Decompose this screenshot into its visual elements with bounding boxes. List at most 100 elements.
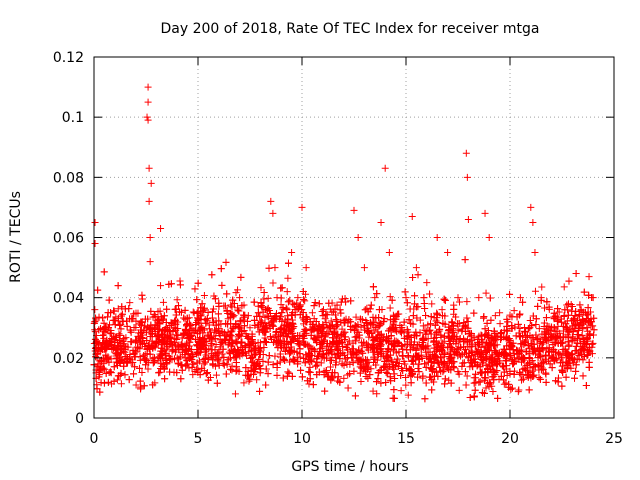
- data-point: [276, 358, 284, 366]
- data-point: [403, 340, 411, 348]
- data-point: [429, 365, 437, 373]
- data-point: [312, 317, 320, 325]
- data-point: [226, 350, 234, 358]
- data-point: [550, 315, 558, 323]
- data-point: [104, 378, 112, 386]
- data-point: [560, 283, 568, 291]
- data-point: [305, 368, 313, 376]
- data-point: [198, 364, 206, 372]
- data-point: [436, 363, 444, 371]
- data-point: [518, 346, 526, 354]
- data-point: [221, 302, 229, 310]
- data-point: [223, 290, 231, 298]
- data-point: [325, 328, 333, 336]
- data-point: [213, 379, 221, 387]
- axis-tick-labels: 00.020.040.060.080.10.120 5 10 15 20 25: [53, 50, 623, 447]
- data-point: [542, 369, 550, 377]
- data-point: [400, 334, 408, 342]
- data-point: [548, 324, 556, 332]
- data-point: [358, 364, 366, 372]
- data-point: [337, 298, 345, 306]
- data-point: [422, 345, 430, 353]
- data-point: [441, 375, 449, 383]
- data-point: [171, 339, 179, 347]
- data-point: [267, 197, 275, 205]
- data-point: [222, 336, 230, 344]
- data-point: [410, 331, 418, 339]
- data-point: [525, 386, 533, 394]
- data-point: [562, 373, 570, 381]
- data-point: [211, 326, 219, 334]
- data-point: [265, 264, 273, 272]
- data-point: [565, 277, 573, 285]
- data-point: [254, 309, 262, 317]
- data-point: [471, 359, 479, 367]
- data-point: [579, 308, 587, 316]
- data-point: [428, 386, 436, 394]
- data-point: [352, 349, 360, 357]
- data-point: [248, 358, 256, 366]
- data-point: [254, 321, 262, 329]
- data-point: [129, 315, 137, 323]
- data-point: [147, 342, 155, 350]
- data-point: [381, 164, 389, 172]
- data-point: [206, 374, 214, 382]
- data-point: [301, 297, 309, 305]
- data-point: [110, 332, 118, 340]
- data-point: [485, 383, 493, 391]
- data-point: [568, 302, 576, 310]
- data-point: [159, 354, 167, 362]
- data-point: [464, 215, 472, 223]
- data-point: [215, 327, 223, 335]
- data-point: [538, 344, 546, 352]
- data-point: [483, 319, 491, 327]
- data-point: [534, 302, 542, 310]
- data-point: [234, 306, 242, 314]
- data-point: [398, 364, 406, 372]
- data-point: [565, 327, 573, 335]
- data-point: [193, 309, 201, 317]
- data-point: [554, 316, 562, 324]
- data-point: [284, 274, 292, 282]
- data-point: [452, 313, 460, 321]
- data-point: [448, 319, 456, 327]
- data-point: [364, 374, 372, 382]
- data-point: [167, 319, 175, 327]
- data-point: [273, 294, 281, 302]
- data-point: [539, 338, 547, 346]
- data-point: [572, 367, 580, 375]
- data-point: [126, 299, 134, 307]
- data-point: [455, 298, 463, 306]
- data-point: [149, 381, 157, 389]
- data-point: [423, 327, 431, 335]
- data-point: [247, 347, 255, 355]
- data-point: [558, 339, 566, 347]
- data-point: [269, 361, 277, 369]
- data-point: [308, 309, 316, 317]
- data-point: [391, 343, 399, 351]
- data-point: [493, 360, 501, 368]
- data-point: [569, 359, 577, 367]
- data-point: [366, 371, 374, 379]
- data-point: [536, 375, 544, 383]
- data-point: [256, 387, 264, 395]
- data-point: [392, 324, 400, 332]
- data-point: [401, 288, 409, 296]
- data-point: [411, 300, 419, 308]
- data-point: [144, 116, 152, 124]
- data-point: [318, 325, 326, 333]
- data-point: [305, 380, 313, 388]
- y-axis-label: ROTI / TECUs: [8, 191, 24, 283]
- data-point: [229, 325, 237, 333]
- data-point: [334, 373, 342, 381]
- data-point: [158, 350, 166, 358]
- data-point: [262, 365, 270, 373]
- data-point: [556, 351, 564, 359]
- data-point: [163, 360, 171, 368]
- data-point: [480, 389, 488, 397]
- data-point: [430, 378, 438, 386]
- data-point: [106, 321, 114, 329]
- data-point: [180, 331, 188, 339]
- data-point: [212, 340, 220, 348]
- data-point: [222, 320, 230, 328]
